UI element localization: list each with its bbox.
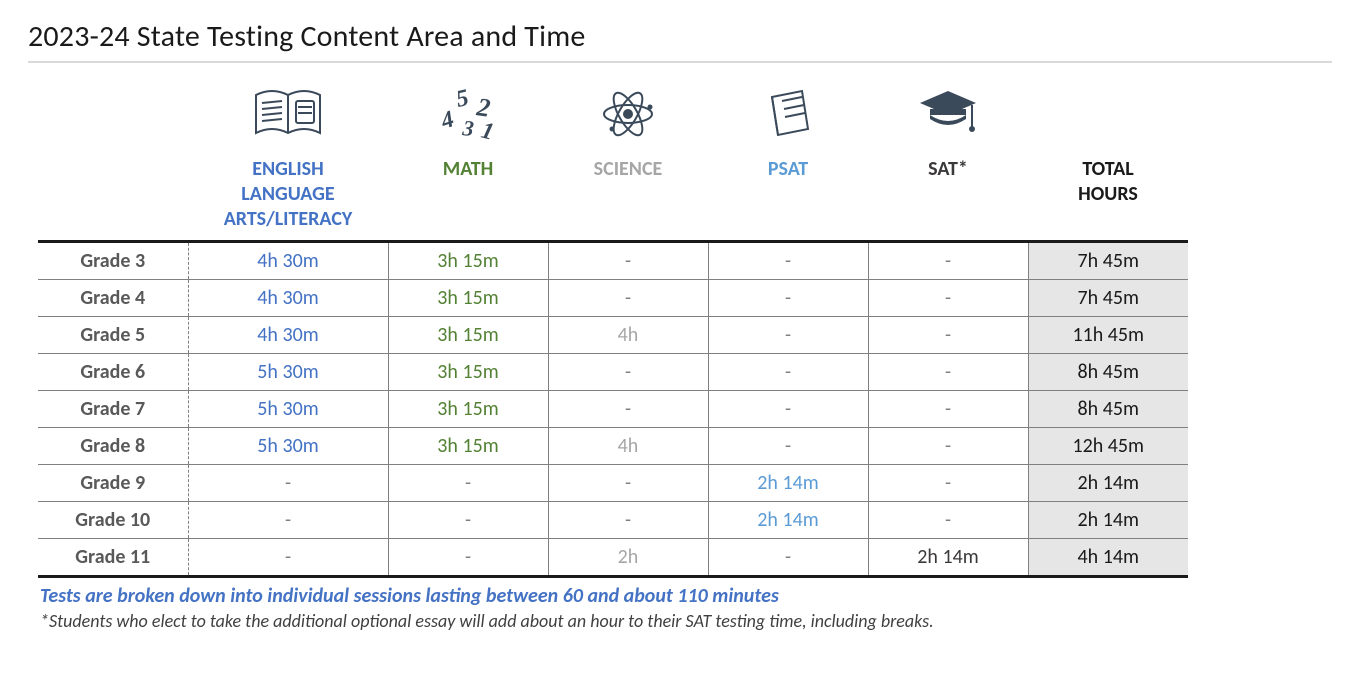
cell-total: 2h 14m xyxy=(1028,502,1188,539)
table-row: Grade 44h 30m3h 15m---7h 45m xyxy=(38,280,1188,317)
cell-total: 4h 14m xyxy=(1028,539,1188,577)
table-row: Grade 9---2h 14m-2h 14m xyxy=(38,465,1188,502)
cell-sat: - xyxy=(868,317,1028,354)
cell-science: 4h xyxy=(548,428,708,465)
cell-psat: - xyxy=(708,354,868,391)
grade-label: Grade 5 xyxy=(38,317,188,354)
icon-row: 5 2 4 3 1 xyxy=(38,77,1188,155)
cell-total: 8h 45m xyxy=(1028,391,1188,428)
cell-psat: - xyxy=(708,317,868,354)
cell-sat: - xyxy=(868,242,1028,280)
science-icon xyxy=(548,77,708,155)
svg-text:4: 4 xyxy=(437,106,457,135)
psat-icon xyxy=(708,77,868,155)
math-icon: 5 2 4 3 1 xyxy=(388,77,548,155)
cell-psat: - xyxy=(708,539,868,577)
cell-sat: - xyxy=(868,465,1028,502)
svg-text:5: 5 xyxy=(454,85,471,113)
cell-sat: - xyxy=(868,354,1028,391)
grade-label: Grade 9 xyxy=(38,465,188,502)
cell-ela: - xyxy=(188,502,388,539)
cell-math: 3h 15m xyxy=(388,354,548,391)
cell-math: - xyxy=(388,465,548,502)
cell-psat: - xyxy=(708,242,868,280)
cell-total: 7h 45m xyxy=(1028,242,1188,280)
cell-science: 4h xyxy=(548,317,708,354)
table-row: Grade 75h 30m3h 15m---8h 45m xyxy=(38,391,1188,428)
cell-science: - xyxy=(548,354,708,391)
col-header-total: TOTALHOURS xyxy=(1028,155,1188,242)
table-row: Grade 65h 30m3h 15m---8h 45m xyxy=(38,354,1188,391)
sat-icon xyxy=(868,77,1028,155)
cell-sat: - xyxy=(868,502,1028,539)
grade-label: Grade 8 xyxy=(38,428,188,465)
ela-icon xyxy=(188,77,388,155)
cell-psat: 2h 14m xyxy=(708,502,868,539)
cell-math: - xyxy=(388,539,548,577)
cell-ela: 5h 30m xyxy=(188,391,388,428)
cell-math: 3h 15m xyxy=(388,242,548,280)
cell-psat: - xyxy=(708,280,868,317)
cell-total: 7h 45m xyxy=(1028,280,1188,317)
header-row: ENGLISHLANGUAGEARTS/LITERACY MATH SCIENC… xyxy=(38,155,1188,242)
cell-sat: - xyxy=(868,428,1028,465)
grade-label: Grade 6 xyxy=(38,354,188,391)
cell-ela: 4h 30m xyxy=(188,317,388,354)
cell-science: - xyxy=(548,242,708,280)
grade-label: Grade 3 xyxy=(38,242,188,280)
cell-sat: 2h 14m xyxy=(868,539,1028,577)
cell-science: - xyxy=(548,465,708,502)
table-row: Grade 11--2h-2h 14m4h 14m xyxy=(38,539,1188,577)
col-header-math: MATH xyxy=(388,155,548,242)
cell-psat: - xyxy=(708,428,868,465)
title-rule xyxy=(28,61,1332,63)
col-header-sat: SAT* xyxy=(868,155,1028,242)
cell-psat: 2h 14m xyxy=(708,465,868,502)
cell-math: 3h 15m xyxy=(388,391,548,428)
table-row: Grade 10---2h 14m-2h 14m xyxy=(38,502,1188,539)
cell-total: 2h 14m xyxy=(1028,465,1188,502)
cell-math: 3h 15m xyxy=(388,280,548,317)
cell-math: - xyxy=(388,502,548,539)
cell-ela: - xyxy=(188,539,388,577)
cell-ela: 4h 30m xyxy=(188,280,388,317)
table-row: Grade 85h 30m3h 15m4h--12h 45m xyxy=(38,428,1188,465)
cell-science: - xyxy=(548,391,708,428)
page-title: 2023-24 State Testing Content Area and T… xyxy=(28,18,1332,55)
cell-math: 3h 15m xyxy=(388,317,548,354)
cell-ela: - xyxy=(188,465,388,502)
grade-label: Grade 4 xyxy=(38,280,188,317)
cell-math: 3h 15m xyxy=(388,428,548,465)
grade-label: Grade 7 xyxy=(38,391,188,428)
cell-sat: - xyxy=(868,280,1028,317)
col-header-science: SCIENCE xyxy=(548,155,708,242)
cell-science: - xyxy=(548,280,708,317)
sat-footnote: *Students who elect to take the addition… xyxy=(40,610,1332,632)
cell-total: 12h 45m xyxy=(1028,428,1188,465)
col-header-ela: ENGLISHLANGUAGEARTS/LITERACY xyxy=(188,155,388,242)
cell-science: - xyxy=(548,502,708,539)
grade-label: Grade 10 xyxy=(38,502,188,539)
cell-psat: - xyxy=(708,391,868,428)
testing-table: 5 2 4 3 1 xyxy=(38,77,1188,578)
table-row: Grade 34h 30m3h 15m---7h 45m xyxy=(38,242,1188,280)
cell-ela: 5h 30m xyxy=(188,354,388,391)
cell-science: 2h xyxy=(548,539,708,577)
cell-sat: - xyxy=(868,391,1028,428)
cell-ela: 4h 30m xyxy=(188,242,388,280)
cell-total: 8h 45m xyxy=(1028,354,1188,391)
grade-label: Grade 11 xyxy=(38,539,188,577)
cell-ela: 5h 30m xyxy=(188,428,388,465)
col-header-psat: PSAT xyxy=(708,155,868,242)
svg-text:3: 3 xyxy=(460,115,475,141)
cell-total: 11h 45m xyxy=(1028,317,1188,354)
session-note: Tests are broken down into individual se… xyxy=(40,584,1332,608)
table-row: Grade 54h 30m3h 15m4h--11h 45m xyxy=(38,317,1188,354)
